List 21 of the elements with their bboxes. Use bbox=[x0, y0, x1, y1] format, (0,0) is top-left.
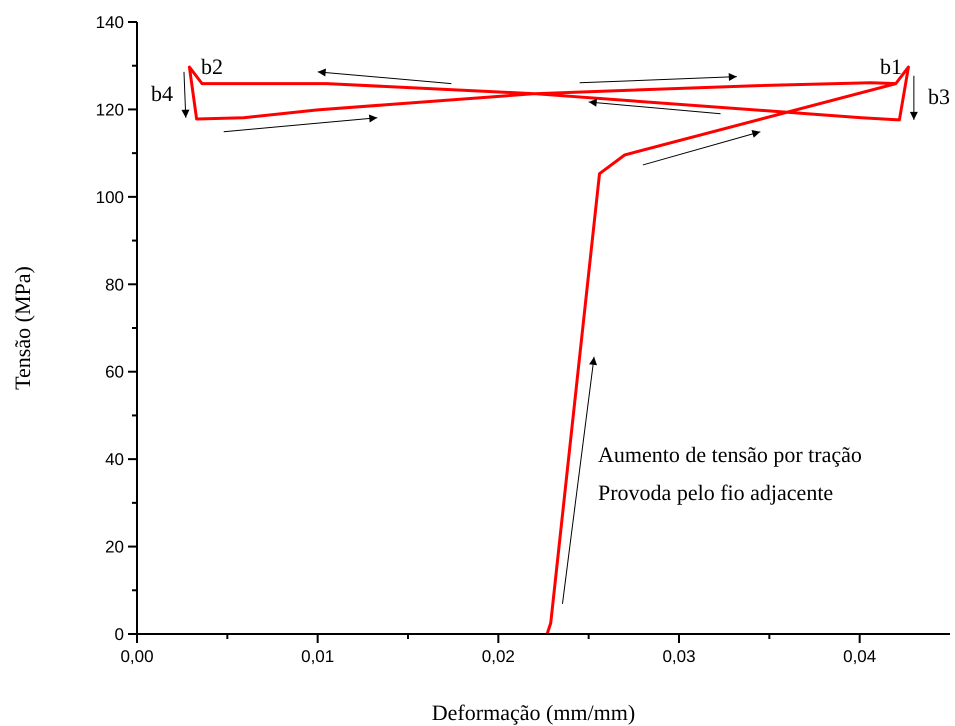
x-tick-label: 0,03 bbox=[662, 647, 696, 666]
annotation: Aumento de tensão por tração bbox=[598, 442, 862, 467]
x-tick-label: 0,01 bbox=[301, 647, 334, 666]
y-tick-label: 0 bbox=[114, 625, 124, 644]
y-tick-label: 20 bbox=[105, 538, 124, 557]
y-tick-label: 120 bbox=[96, 100, 124, 120]
annotation: b4 bbox=[151, 81, 173, 106]
y-tick-label: 80 bbox=[105, 275, 124, 294]
y-tick-label: 100 bbox=[96, 188, 124, 207]
annotation: Provoda pelo fio adjacente bbox=[598, 480, 834, 505]
y-tick-label: 40 bbox=[105, 450, 124, 470]
x-tick-label: 0,00 bbox=[120, 647, 154, 666]
annotation: b3 bbox=[928, 84, 950, 109]
x-tick-label: 0,04 bbox=[843, 647, 876, 666]
y-axis-title: Tensão (MPa) bbox=[10, 266, 35, 390]
y-tick-label: 60 bbox=[105, 362, 124, 382]
annotation: b1 bbox=[880, 54, 902, 79]
x-tick-label: 0,02 bbox=[482, 647, 515, 666]
annotation: b2 bbox=[201, 54, 223, 79]
x-axis-title: Deformação (mm/mm) bbox=[432, 700, 636, 725]
y-tick-label: 140 bbox=[96, 13, 124, 32]
